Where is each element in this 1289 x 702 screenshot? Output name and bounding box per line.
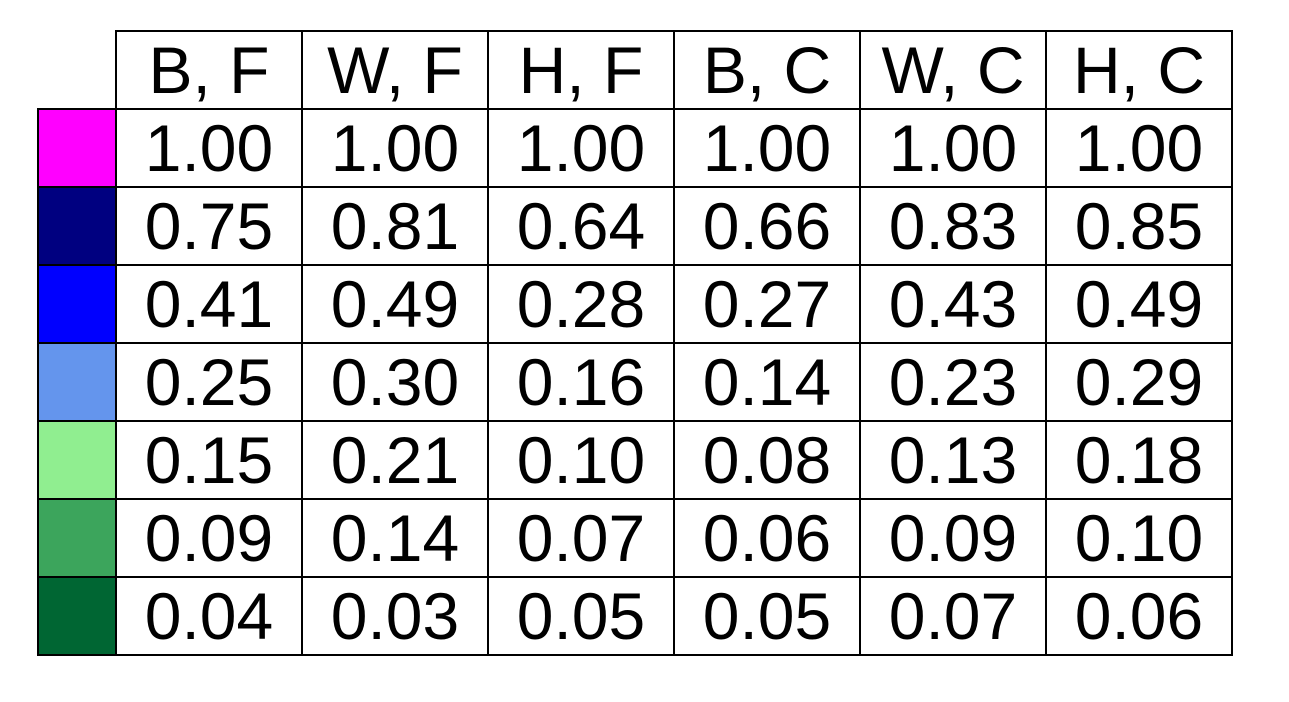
column-header: W, C xyxy=(859,30,1047,110)
table-cell: 1.00 xyxy=(487,108,675,188)
table-cell: 0.66 xyxy=(673,186,861,266)
table-row: 1.00 1.00 1.00 1.00 1.00 1.00 xyxy=(37,108,1233,188)
color-swatch xyxy=(37,576,117,656)
table-cell: 0.49 xyxy=(1045,264,1233,344)
table-cell: 0.05 xyxy=(673,576,861,656)
table-row: 0.09 0.14 0.07 0.06 0.09 0.10 xyxy=(37,498,1233,578)
table-cell: 0.28 xyxy=(487,264,675,344)
table-cell: 0.08 xyxy=(673,420,861,500)
table-cell: 0.15 xyxy=(115,420,303,500)
table-cell: 0.75 xyxy=(115,186,303,266)
table-cell: 1.00 xyxy=(1045,108,1233,188)
table-cell: 1.00 xyxy=(301,108,489,188)
table-cell: 0.21 xyxy=(301,420,489,500)
table-cell: 0.25 xyxy=(115,342,303,422)
table-cell: 0.30 xyxy=(301,342,489,422)
table-row: 0.41 0.49 0.28 0.27 0.43 0.49 xyxy=(37,264,1233,344)
column-header: B, C xyxy=(673,30,861,110)
table-cell: 1.00 xyxy=(673,108,861,188)
table-cell: 1.00 xyxy=(859,108,1047,188)
color-swatch xyxy=(37,498,117,578)
table-cell: 0.07 xyxy=(859,576,1047,656)
table-cell: 0.49 xyxy=(301,264,489,344)
column-header: B, F xyxy=(115,30,303,110)
column-header: H, F xyxy=(487,30,675,110)
table-cell: 0.18 xyxy=(1045,420,1233,500)
table-cell: 0.06 xyxy=(1045,576,1233,656)
header-row: B, F W, F H, F B, C W, C H, C xyxy=(38,30,1233,110)
table-cell: 0.29 xyxy=(1045,342,1233,422)
table-cell: 0.81 xyxy=(301,186,489,266)
color-value-table-container: B, F W, F H, F B, C W, C H, C 1.00 1.00 … xyxy=(37,30,1233,656)
table-cell: 0.10 xyxy=(1045,498,1233,578)
color-swatch xyxy=(37,420,117,500)
color-swatch xyxy=(37,342,117,422)
table-cell: 0.41 xyxy=(115,264,303,344)
table-row: 0.75 0.81 0.64 0.66 0.83 0.85 xyxy=(37,186,1233,266)
table-row: 0.25 0.30 0.16 0.14 0.23 0.29 xyxy=(37,342,1233,422)
table-cell: 0.13 xyxy=(859,420,1047,500)
color-value-table: B, F W, F H, F B, C W, C H, C 1.00 1.00 … xyxy=(37,30,1233,656)
column-header: H, C xyxy=(1045,30,1233,110)
table-cell: 0.09 xyxy=(115,498,303,578)
color-swatch xyxy=(37,264,117,344)
table-cell: 0.07 xyxy=(487,498,675,578)
color-swatch xyxy=(37,186,117,266)
table-cell: 1.00 xyxy=(115,108,303,188)
table-cell: 0.16 xyxy=(487,342,675,422)
table-cell: 0.09 xyxy=(859,498,1047,578)
column-header: W, F xyxy=(301,30,489,110)
table-cell: 0.03 xyxy=(301,576,489,656)
table-cell: 0.23 xyxy=(859,342,1047,422)
table-cell: 0.85 xyxy=(1045,186,1233,266)
table-cell: 0.14 xyxy=(673,342,861,422)
table-cell: 0.06 xyxy=(673,498,861,578)
table-cell: 0.64 xyxy=(487,186,675,266)
table-row: 0.04 0.03 0.05 0.05 0.07 0.06 xyxy=(37,576,1233,656)
corner-cell xyxy=(38,31,116,109)
color-swatch xyxy=(37,108,117,188)
table-cell: 0.05 xyxy=(487,576,675,656)
table-cell: 0.27 xyxy=(673,264,861,344)
table-cell: 0.83 xyxy=(859,186,1047,266)
table-cell: 0.14 xyxy=(301,498,489,578)
table-row: 0.15 0.21 0.10 0.08 0.13 0.18 xyxy=(37,420,1233,500)
table-cell: 0.10 xyxy=(487,420,675,500)
table-cell: 0.04 xyxy=(115,576,303,656)
table-cell: 0.43 xyxy=(859,264,1047,344)
